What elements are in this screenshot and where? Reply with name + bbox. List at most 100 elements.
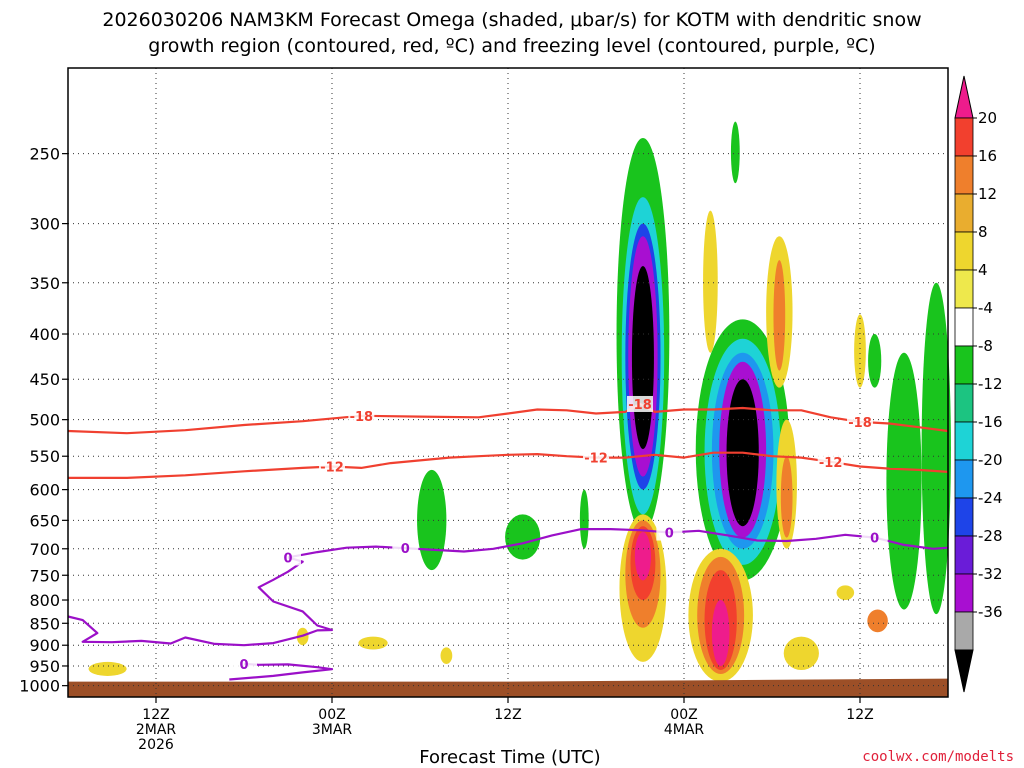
y-tick-label-550: 550 bbox=[29, 447, 60, 466]
x-tick-label-6-0: 12Z bbox=[142, 707, 169, 723]
contour-label-freezing-level-surface-0: 0 bbox=[239, 658, 248, 673]
grid-lines bbox=[68, 68, 948, 697]
omega-region-upward-mid-green-1 bbox=[417, 469, 447, 571]
contour-label-dgz-minus12-2: -12 bbox=[819, 456, 843, 471]
omega-region-sinking-far-east-orange bbox=[867, 609, 888, 633]
contour-label-bg-dgz-minus18-1 bbox=[627, 395, 653, 412]
colorbar-seg-3 bbox=[954, 193, 974, 233]
colorbar-label-13: -36 bbox=[978, 603, 1003, 621]
y-tick-label-300: 300 bbox=[29, 215, 60, 234]
omega-region-sinking-far-east-yellow bbox=[836, 585, 855, 601]
omega-region-sinking-column-magenta bbox=[634, 531, 652, 581]
omega-region-sinking-low-west-yellow bbox=[88, 661, 127, 676]
colorbar-seg-5 bbox=[954, 269, 974, 309]
omega-region-sinking-east-far-yellow bbox=[854, 314, 866, 388]
x-axis-label: Forecast Time (UTC) bbox=[419, 747, 600, 768]
contour-label-bg-freezing-level-surface-0 bbox=[231, 655, 257, 672]
x-tick-label-54-0: 12Z bbox=[846, 707, 873, 723]
contour-label-freezing-level-700-1: 0 bbox=[665, 527, 674, 542]
x-tick-label-30-0: 12Z bbox=[494, 707, 521, 723]
contour-label-dgz-minus18-0: -18 bbox=[350, 410, 374, 425]
y-tick-label-350: 350 bbox=[29, 274, 60, 293]
omega-region-sinking-lower-magenta bbox=[711, 600, 730, 666]
colorbar-label-6: -8 bbox=[978, 337, 993, 355]
contour-label-bg-freezing-level-700-1 bbox=[656, 524, 683, 541]
y-axis-ticks: 250 300 350 400 450 500 550 600 650 700 750 800 850 9… bbox=[19, 145, 68, 696]
colorbar-label-4: 4 bbox=[978, 261, 988, 279]
colorbar-label-8: -16 bbox=[978, 413, 1003, 431]
chart-title: 2026030206 NAM3KM Forecast Omega (shaded… bbox=[102, 9, 921, 57]
y-tick-label-800: 800 bbox=[29, 591, 60, 610]
colorbar-seg-14 bbox=[954, 611, 974, 651]
x-tick-label-6-1: 2MAR bbox=[136, 722, 177, 738]
x-tick-label-42-1: 4MAR bbox=[664, 722, 705, 738]
contour-label-bg-freezing-level-low-0 bbox=[275, 549, 301, 566]
omega-region-upward-east-green-2 bbox=[886, 352, 922, 610]
colorbar-label-12: -32 bbox=[978, 565, 1003, 583]
colorbar: 20 16 12 8 4 -4 -8 -12 -16 -20 -24 -28 -32 -36 bbox=[954, 75, 1003, 693]
colorbar-label-5: -4 bbox=[978, 299, 993, 317]
y-tick-label-850: 850 bbox=[29, 614, 60, 633]
title-line-2: growth region (contoured, red, ºC) and f… bbox=[148, 35, 875, 57]
ground-surface bbox=[68, 678, 948, 697]
colorbar-seg-13 bbox=[954, 573, 974, 613]
title-line-1: 2026030206 NAM3KM Forecast Omega (shaded… bbox=[102, 9, 921, 31]
contour-label-dgz-minus18-2: -18 bbox=[848, 416, 872, 431]
colorbar-seg-9 bbox=[954, 421, 974, 461]
contour-freezing-level-low bbox=[67, 556, 334, 647]
contour-label-bg-dgz-minus18-0 bbox=[348, 407, 375, 424]
y-tick-label-450: 450 bbox=[29, 370, 60, 389]
y-tick-label-900: 900 bbox=[29, 636, 60, 655]
colorbar-seg-4 bbox=[954, 231, 974, 271]
contour-freezing-level-surface bbox=[229, 662, 334, 681]
credit-text: coolwx.com/modelts bbox=[862, 749, 1014, 765]
colorbar-seg-2 bbox=[954, 155, 974, 195]
y-tick-label-600: 600 bbox=[29, 481, 60, 500]
colorbar-seg-6 bbox=[954, 307, 974, 347]
y-tick-label-950: 950 bbox=[29, 657, 60, 676]
colorbar-label-9: -20 bbox=[978, 451, 1003, 469]
omega-region-upward-mid-green-3 bbox=[579, 489, 589, 549]
omega-region-upward-east-green-1 bbox=[921, 282, 951, 615]
omega-region-sinking-low-mid-yellow bbox=[440, 647, 453, 664]
contour-label-bg-dgz-minus12-2 bbox=[817, 453, 844, 470]
contour-label-bg-dgz-minus12-0 bbox=[319, 458, 345, 475]
colorbar-top-arrow bbox=[954, 75, 974, 119]
omega-region-sinking-east-orange bbox=[780, 456, 793, 538]
y-tick-label-500: 500 bbox=[29, 411, 60, 430]
colorbar-label-11: -28 bbox=[978, 527, 1003, 545]
colorbar-seg-8 bbox=[954, 383, 974, 423]
omega-region-sinking-low-east-yellow bbox=[783, 636, 819, 670]
colorbar-label-1: 16 bbox=[978, 147, 997, 165]
y-tick-label-650: 650 bbox=[29, 511, 60, 530]
x-tick-label-18-1: 3MAR bbox=[312, 722, 353, 738]
colorbar-seg-1 bbox=[954, 117, 974, 157]
omega-region-upward-east-green-3 bbox=[868, 334, 882, 388]
contour-label-freezing-level-low-0: 0 bbox=[283, 551, 292, 566]
contour-dgz-minus18 bbox=[67, 402, 949, 435]
y-tick-label-250: 250 bbox=[29, 145, 60, 164]
omega-region-sinking-upper-yellow-1 bbox=[703, 210, 718, 353]
colorbar-bottom-arrow bbox=[954, 649, 974, 693]
contour-lines: -18 -18 -18 -12 -12 -12 0 0 0 0 0 bbox=[67, 395, 949, 681]
contour-label-bg-dgz-minus12-1 bbox=[583, 449, 609, 466]
contour-label-dgz-minus12-0: -12 bbox=[320, 461, 344, 476]
contour-label-dgz-minus12-1: -12 bbox=[584, 452, 608, 467]
x-tick-label-42-0: 00Z bbox=[670, 707, 697, 723]
colorbar-label-2: 12 bbox=[978, 185, 997, 203]
colorbar-seg-11 bbox=[954, 497, 974, 537]
omega-shading bbox=[88, 121, 951, 682]
omega-region-upward-north-green bbox=[730, 121, 740, 184]
colorbar-label-3: 8 bbox=[978, 223, 988, 241]
contour-label-bg-freezing-level-700-0 bbox=[392, 540, 419, 557]
colorbar-seg-10 bbox=[954, 459, 974, 499]
y-tick-label-1000: 1000 bbox=[19, 677, 60, 696]
y-tick-label-700: 700 bbox=[29, 540, 60, 559]
omega-region-sinking-low-west-yellow-2 bbox=[358, 636, 388, 650]
contour-label-bg-freezing-level-700-2 bbox=[861, 529, 888, 546]
y-tick-label-750: 750 bbox=[29, 566, 60, 585]
plot-frame bbox=[67, 67, 949, 698]
contour-label-freezing-level-700-2: 0 bbox=[870, 532, 879, 547]
